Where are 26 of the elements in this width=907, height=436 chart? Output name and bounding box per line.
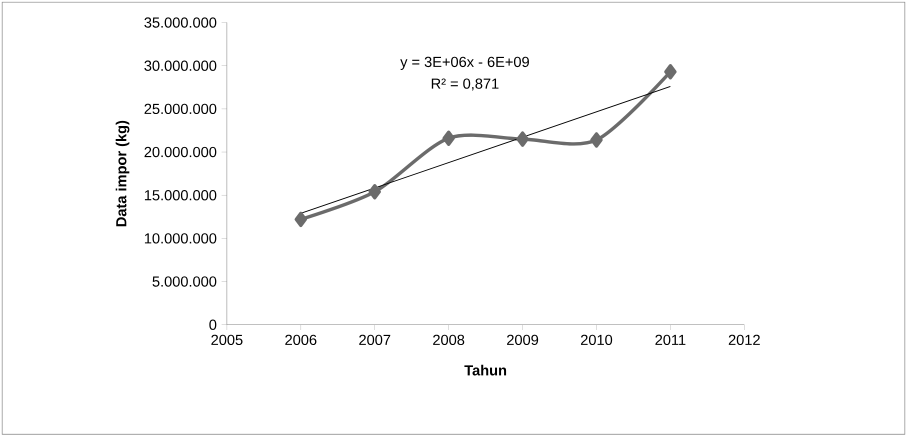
y-tick-label: 15.000.000 [144, 190, 216, 200]
y-tick-label: 25.000.000 [144, 104, 216, 114]
point [516, 131, 529, 147]
x-tick-label: 2007 [359, 334, 390, 345]
annotation: y = 3E+06x - 6E+09 [400, 56, 529, 70]
y-axis-title: Data impor (kg) [116, 120, 130, 226]
y-tick-label: 30.000.000 [144, 60, 216, 71]
x-axis-title: Tahun [464, 364, 506, 376]
y-tick-label: 20.000.000 [144, 146, 216, 158]
point [442, 130, 455, 146]
x-tick-label: 2006 [285, 334, 316, 345]
y-tick-label: 0 [209, 319, 216, 330]
x-tick-label: 2008 [433, 334, 464, 345]
x-tick-label: 2005 [211, 334, 242, 345]
point [368, 184, 381, 200]
point [590, 132, 603, 148]
x-tick-label: 2012 [728, 334, 760, 345]
annotation: R² = 0,871 [432, 78, 498, 90]
x-tick-label: 2009 [507, 334, 538, 345]
x-tick-label: 2010 [580, 334, 612, 345]
y-tick-label: 10.000.000 [144, 233, 216, 244]
point [294, 211, 308, 227]
x-tick-label: 2011 [655, 334, 686, 345]
y-tick-label: 5.000.000 [152, 276, 216, 287]
y-tick-label: 35.000.000 [144, 17, 216, 28]
point [664, 64, 677, 80]
